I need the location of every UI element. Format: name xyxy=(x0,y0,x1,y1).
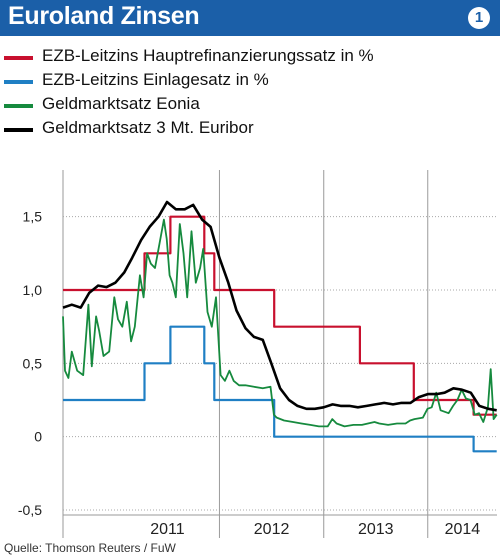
y-tick-label: -0,5 xyxy=(18,502,42,518)
legend-label: EZB-Leitzins Hauptrefinanzierungssatz in… xyxy=(42,46,374,65)
x-tick-label: 2014 xyxy=(445,521,481,538)
source-note: Quelle: Thomson Reuters / FuW xyxy=(4,541,176,555)
x-tick-label: 2013 xyxy=(358,521,394,538)
legend-label: EZB-Leitzins Einlagesatz in % xyxy=(42,70,269,89)
y-tick-label: 0 xyxy=(34,429,42,445)
figure-number-badge: 1 xyxy=(468,7,490,29)
series-line-deposit-rate xyxy=(63,325,497,453)
legend-item-refi-rate: EZB-Leitzins Hauptrefinanzierungssatz in… xyxy=(4,45,484,69)
series-line-refi-rate xyxy=(63,215,497,416)
legend-item-deposit-rate: EZB-Leitzins Einlagesatz in % xyxy=(4,69,484,93)
legend-item-euribor: Geldmarktsatz 3 Mt. Euribor xyxy=(4,117,484,141)
y-tick-label: 1,0 xyxy=(23,282,43,298)
legend-label: Geldmarktsatz Eonia xyxy=(42,94,200,113)
x-tick-label: 2012 xyxy=(254,521,290,538)
series-line-euribor xyxy=(62,200,497,412)
legend-swatch xyxy=(4,128,33,132)
legend-item-eonia: Geldmarktsatz Eonia xyxy=(4,93,484,117)
legend-swatch xyxy=(4,80,33,84)
legend-label: Geldmarktsatz 3 Mt. Euribor xyxy=(42,118,254,137)
header-bar: Euroland Zinsen 1 xyxy=(0,0,500,36)
legend-swatch xyxy=(4,104,33,108)
legend: EZB-Leitzins Hauptrefinanzierungssatz in… xyxy=(4,45,484,141)
x-tick-label: 2011 xyxy=(150,521,185,538)
y-tick-label: 1,5 xyxy=(23,209,43,225)
line-chart: 1,5 1,0 0,5 0 -0,5 2011 2012 2013 2014 xyxy=(18,170,498,538)
chart-title: Euroland Zinsen xyxy=(8,2,200,30)
legend-swatch xyxy=(4,56,33,60)
y-tick-label: 0,5 xyxy=(23,355,43,371)
